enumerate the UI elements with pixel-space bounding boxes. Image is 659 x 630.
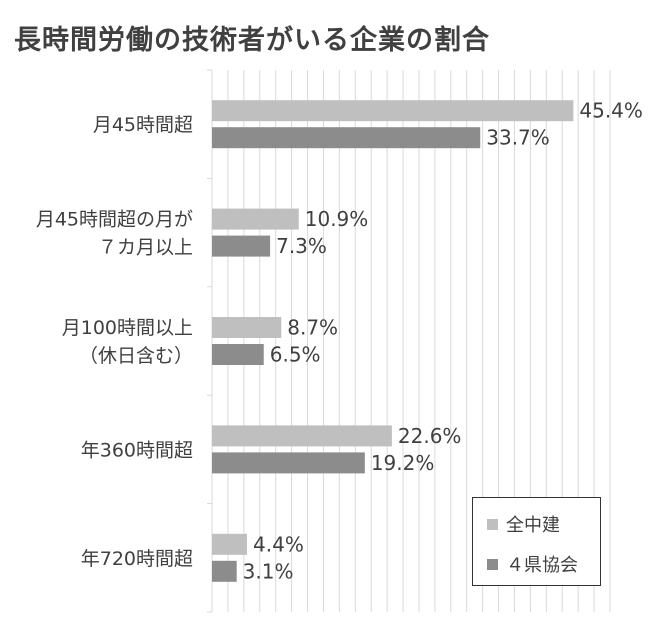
legend-swatch-series-1 — [487, 558, 498, 570]
data-label-series-0: 10.9% — [305, 207, 369, 231]
bar-series-0 — [212, 425, 392, 447]
legend-label-series-1: ４県協会 — [506, 555, 578, 576]
legend-item-series-0: 全中建 — [487, 511, 560, 537]
bar-series-1 — [212, 452, 365, 474]
bar-series-1 — [212, 560, 237, 582]
legend-item-series-1: ４県協会 — [487, 551, 578, 577]
bar-series-0 — [212, 208, 299, 230]
bar-series-1 — [212, 344, 264, 365]
category-label: 年360時間超 — [81, 439, 193, 461]
bar-series-0 — [212, 533, 248, 555]
bar-series-0 — [212, 100, 574, 122]
data-label-series-1: 6.5% — [270, 343, 321, 367]
data-label-series-0: 8.7% — [287, 316, 338, 340]
data-label-series-1: 3.1% — [243, 559, 294, 583]
data-label-series-0: 22.6% — [398, 424, 462, 448]
bar-series-1 — [212, 235, 271, 257]
category-label: 年720時間超 — [81, 548, 193, 570]
data-label-series-1: 19.2% — [371, 451, 435, 475]
data-label-series-1: 33.7% — [486, 126, 550, 150]
legend-swatch-series-0 — [487, 518, 498, 530]
data-label-series-1: 7.3% — [276, 234, 327, 258]
data-label-series-0: 4.4% — [253, 532, 304, 556]
chart-title: 長時間労働の技術者がいる企業の割合 — [14, 25, 490, 56]
category-label: 月45時間超の月が７カ月以上 — [36, 209, 193, 259]
category-label: 月100時間以上（休日含む） — [62, 317, 193, 367]
legend-label-series-0: 全中建 — [506, 515, 560, 536]
bar-series-1 — [212, 127, 481, 149]
data-label-series-0: 45.4% — [579, 99, 643, 123]
category-label: 月45時間超 — [93, 114, 193, 136]
bar-series-0 — [212, 317, 282, 338]
legend: 全中建 ４県協会 — [472, 497, 601, 586]
